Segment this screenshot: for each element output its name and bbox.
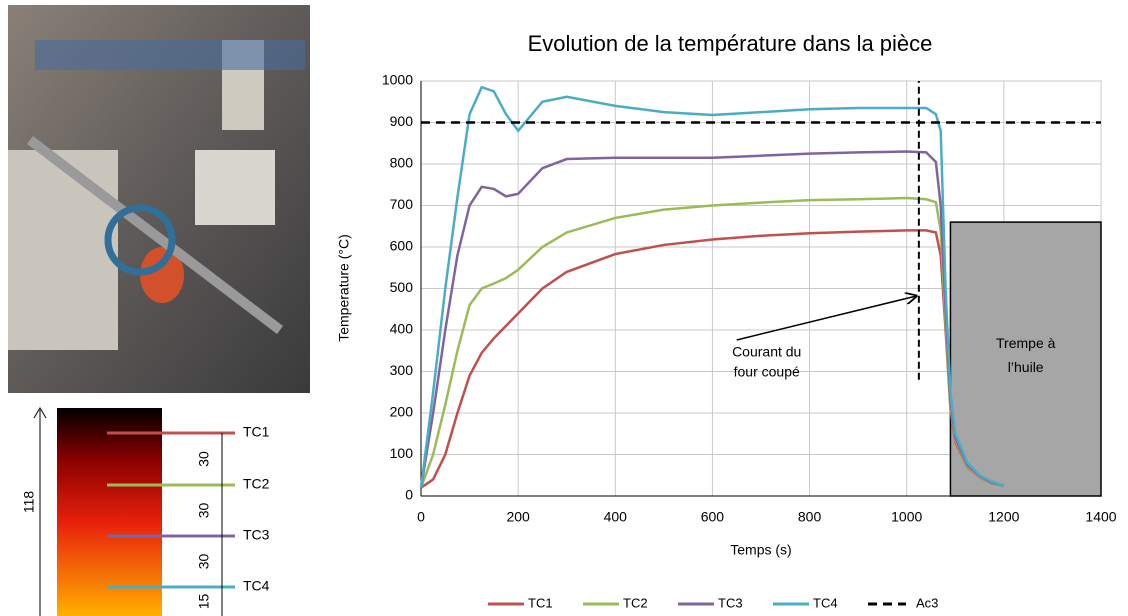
x-tick-label: 1400 [1085, 509, 1116, 525]
x-axis-label: Temps (s) [730, 542, 791, 558]
shaded-region [949, 221, 1102, 497]
dimension-label: 30 [196, 451, 212, 467]
legend-label: TC3 [718, 595, 743, 610]
legend-label: TC4 [813, 595, 838, 610]
y-tick-label: 600 [390, 238, 414, 254]
y-tick-label: 800 [390, 155, 414, 171]
y-tick-label: 200 [390, 404, 414, 420]
x-tick-label: 1000 [891, 509, 922, 525]
legend-label: TC1 [528, 595, 553, 610]
y-axis-label: Temperature (°C) [336, 234, 352, 342]
annotation-text: four coupé [734, 364, 800, 380]
y-tick-label: 0 [405, 487, 413, 503]
y-tick-label: 700 [390, 196, 414, 212]
region-label: l’huile [1008, 359, 1044, 375]
y-tick-label: 500 [390, 279, 414, 295]
x-tick-label: 800 [798, 509, 822, 525]
dimension-label: 30 [196, 503, 212, 519]
thermocouple-label: TC1 [243, 424, 270, 440]
legend-label: Ac3 [916, 595, 938, 610]
x-tick-label: 200 [506, 509, 530, 525]
y-tick-label: 1000 [382, 72, 413, 88]
series-line [419, 85, 1005, 488]
dimension-label: 118 [21, 491, 37, 514]
region-label: Trempe à [996, 335, 1056, 351]
x-tick-label: 1200 [988, 509, 1019, 525]
dimension-label: 30 [196, 554, 212, 570]
thermocouple-diagram: 118 [21, 407, 162, 616]
x-tick-label: 600 [701, 509, 725, 525]
y-tick-label: 900 [390, 113, 414, 129]
y-tick-label: 400 [390, 321, 414, 337]
photo [8, 5, 310, 393]
thermocouple-label: TC2 [243, 476, 270, 492]
y-tick-label: 300 [390, 362, 414, 378]
dimension-label: 15 [196, 594, 212, 610]
annotation-text: Courant du [732, 344, 801, 360]
x-tick-label: 0 [417, 509, 425, 525]
y-tick-label: 100 [390, 445, 414, 461]
thermocouple-label: TC4 [243, 578, 270, 594]
chart-title: Evolution de la température dans la pièc… [528, 31, 933, 56]
legend-label: TC2 [623, 595, 648, 610]
annotation-arrow [736, 296, 917, 341]
thermocouple-label: TC3 [243, 527, 270, 543]
x-tick-label: 400 [604, 509, 628, 525]
